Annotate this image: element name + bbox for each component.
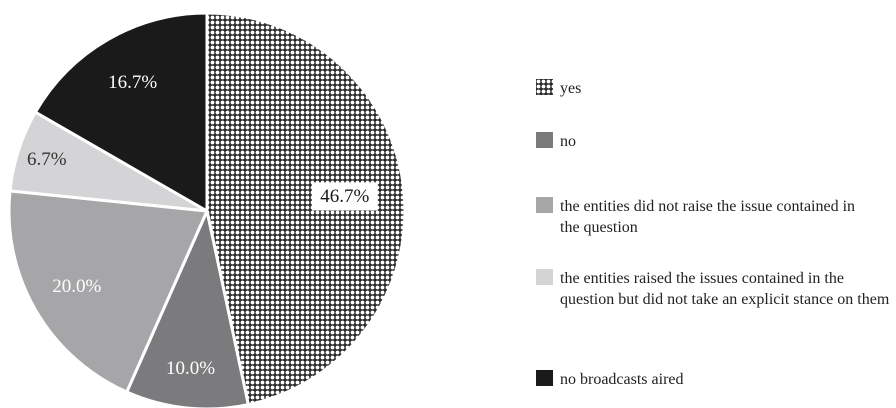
legend-label-no-stance: the entities raised the issues contained… bbox=[560, 270, 890, 308]
svg-text:10.0%: 10.0% bbox=[166, 358, 215, 379]
slice-label-no-stance: 6.7% bbox=[27, 149, 67, 170]
pie-slice-no-broadcasts bbox=[33, 11, 209, 213]
legend-item-no-stance: the entities raised the issues contained… bbox=[536, 268, 895, 310]
svg-text:20.0%: 20.0% bbox=[52, 276, 101, 297]
svg-text:16.7%: 16.7% bbox=[108, 72, 157, 93]
legend-item-no: no bbox=[536, 131, 896, 152]
slice-label-yes: 46.7% bbox=[311, 182, 378, 211]
slice-label-no: 10.0% bbox=[166, 358, 215, 379]
legend-label-did-not-raise: the entities did not raise the issue con… bbox=[560, 198, 856, 236]
pie-slice-did-not-raise bbox=[7, 189, 209, 394]
svg-text:46.7%: 46.7% bbox=[320, 186, 369, 207]
legend-label-yes: yes bbox=[560, 80, 582, 97]
pie-chart: 46.7% 10.0% 20.0% 6.7% 16.7% bbox=[7, 11, 407, 408]
legend-swatch-no-stance bbox=[536, 269, 553, 285]
legend-swatch-no bbox=[536, 132, 553, 148]
legend-item-did-not-raise: the entities did not raise the issue con… bbox=[536, 196, 870, 238]
legend-label-no-broadcasts: no broadcasts aired bbox=[560, 371, 684, 388]
legend-item-yes: yes bbox=[536, 78, 896, 99]
svg-text:6.7%: 6.7% bbox=[27, 149, 67, 170]
legend-swatch-no-broadcasts bbox=[536, 370, 553, 386]
legend-swatch-yes bbox=[536, 79, 553, 95]
legend-swatch-did-not-raise bbox=[536, 197, 553, 213]
slice-label-no-broadcasts: 16.7% bbox=[108, 72, 157, 93]
legend-item-no-broadcasts: no broadcasts aired bbox=[536, 369, 896, 390]
pie-slice-yes bbox=[205, 11, 407, 407]
slice-label-did-not-raise: 20.0% bbox=[52, 276, 101, 297]
legend-label-no: no bbox=[560, 133, 576, 150]
